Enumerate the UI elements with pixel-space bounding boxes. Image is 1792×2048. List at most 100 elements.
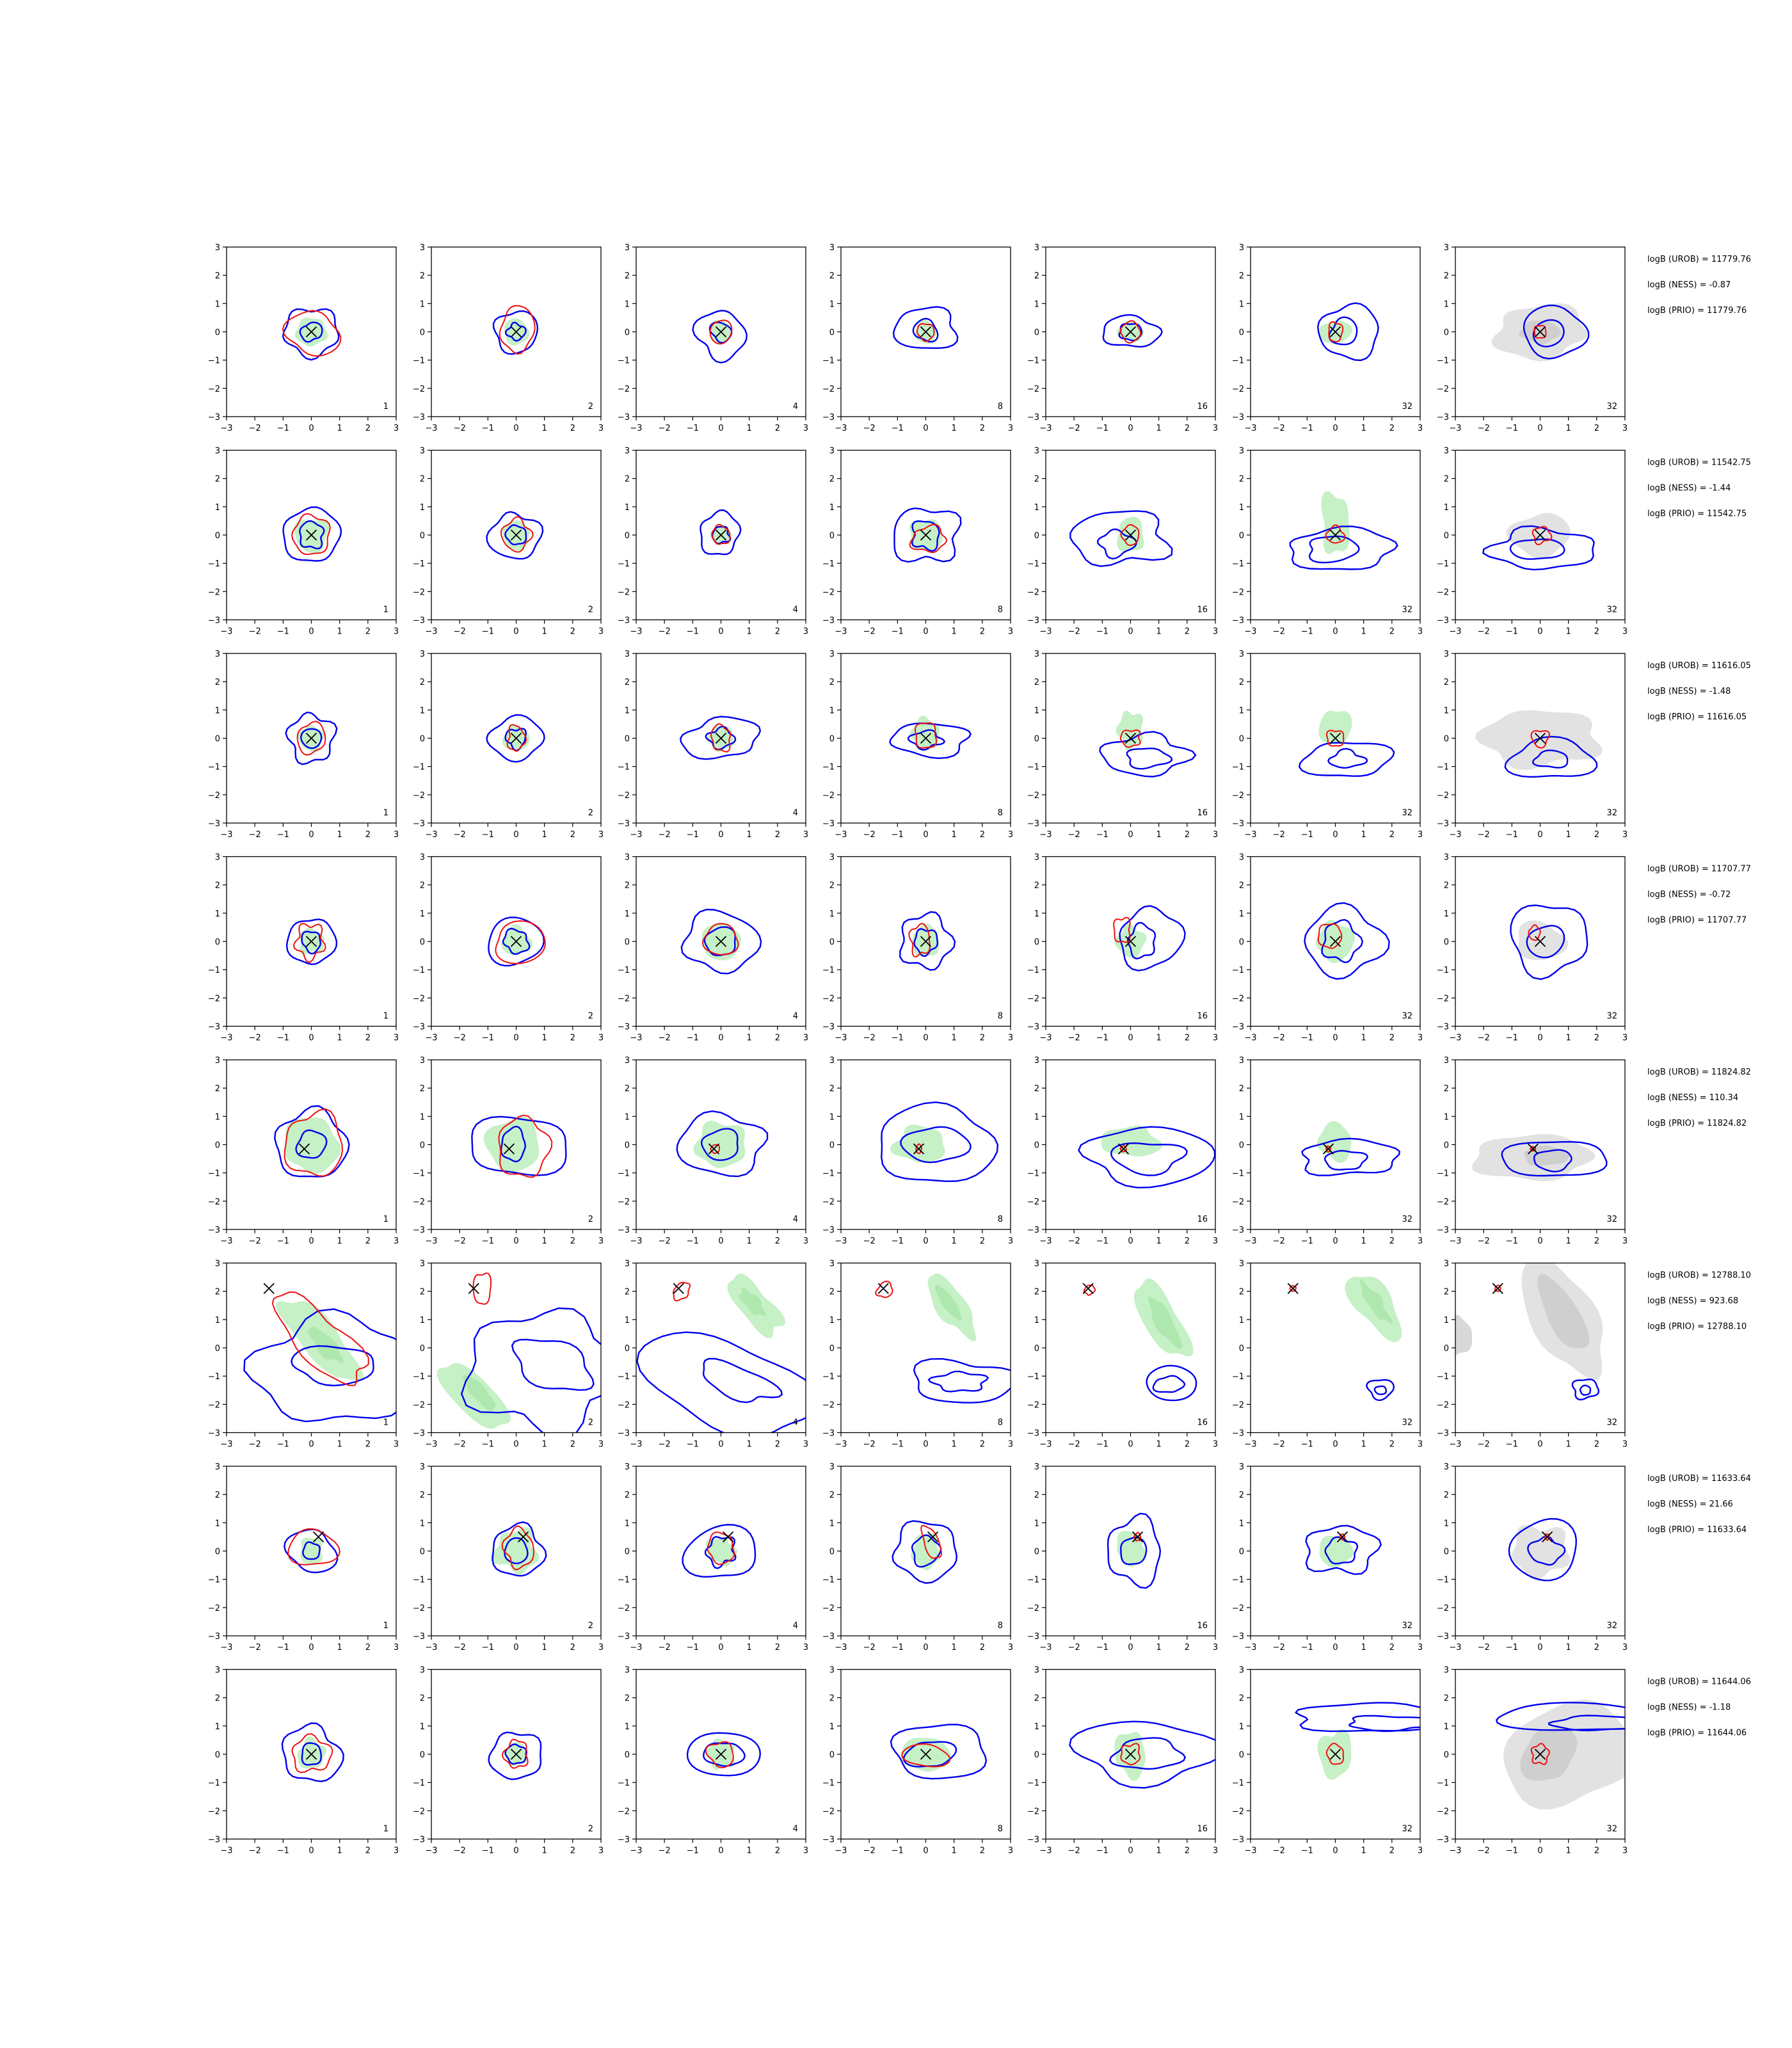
blue-contour — [300, 728, 323, 749]
y-tick-label: −1 — [208, 1169, 220, 1179]
y-tick-label: −1 — [618, 1576, 630, 1585]
x-tick-label: 1 — [1566, 1846, 1571, 1856]
y-tick-label: 1 — [420, 1519, 425, 1528]
x-tick-label: 1 — [747, 1034, 752, 1043]
x-tick-label: 1 — [1566, 627, 1571, 637]
y-tick-label: −3 — [208, 616, 220, 626]
y-tick-label: 1 — [420, 1722, 425, 1732]
blue-contour — [907, 729, 946, 751]
x-tick-label: 2 — [980, 1846, 985, 1856]
y-tick-label: 3 — [1034, 853, 1039, 863]
subplot-corner-label: 4 — [793, 605, 798, 615]
x-tick-label: −3 — [630, 1846, 642, 1856]
subplot-panel: −3−3 −2 −2 −1 −1 0 0 1 1 2 2 3 3 32 — [1437, 1666, 1628, 1856]
x-tick-label: −3 — [220, 1236, 232, 1246]
y-tick-label: 1 — [1444, 1722, 1449, 1732]
axes-frame — [1250, 1262, 1421, 1434]
logb-stat-label: logB (UROB) = 11779.76 — [1647, 255, 1751, 264]
y-tick-label: −3 — [618, 819, 630, 829]
y-tick-label: 3 — [1239, 853, 1244, 863]
y-tick-label: 0 — [1444, 1141, 1449, 1151]
y-tick-label: 1 — [625, 1112, 630, 1122]
blue-contour — [1119, 905, 1186, 972]
y-tick-label: 1 — [1034, 300, 1039, 309]
y-tick-label: 0 — [420, 531, 425, 541]
y-tick-label: −3 — [618, 1836, 630, 1845]
x-tick-label: 1 — [542, 424, 547, 433]
x-tick-label: −2 — [659, 424, 671, 433]
y-tick-label: −3 — [1437, 1226, 1449, 1235]
subplot-panel: −3−3 −2 −2 −1 −1 0 0 1 1 2 2 3 3 32 — [1437, 447, 1628, 637]
red-contour — [1119, 320, 1142, 344]
y-tick-label: 2 — [1239, 475, 1244, 484]
logb-stat-label: logB (NESS) = -0.87 — [1647, 280, 1731, 290]
x-tick-label: 2 — [1185, 1846, 1190, 1856]
y-tick-label: 0 — [1034, 735, 1039, 744]
x-tick-label: 0 — [513, 830, 518, 840]
y-tick-label: −2 — [1437, 1604, 1449, 1613]
logb-stat-label: logB (NESS) = 21.66 — [1647, 1500, 1733, 1509]
x-tick-label: −1 — [1506, 627, 1518, 637]
y-tick-label: 3 — [625, 1666, 630, 1676]
y-tick-label: 2 — [1034, 881, 1039, 891]
y-tick-label: −3 — [822, 1632, 835, 1642]
x-tick-label: −2 — [659, 627, 671, 637]
y-tick-label: −3 — [413, 1836, 425, 1845]
y-tick-label: 2 — [420, 271, 425, 281]
y-tick-label: −1 — [208, 559, 220, 569]
subplot-panel: −3−3 −2 −2 −1 −1 0 0 1 1 2 2 3 3 1 — [208, 1666, 399, 1856]
x-tick-label: 3 — [1213, 830, 1218, 840]
blue-contour — [1579, 1384, 1592, 1396]
x-tick-label: 1 — [1156, 1643, 1162, 1652]
red-contour — [1325, 524, 1346, 544]
subplot-panel: −3−3 −2 −2 −1 −1 0 0 1 1 2 2 3 3 4 — [618, 1666, 808, 1856]
subplot-corner-label: 32 — [1402, 1418, 1412, 1428]
x-tick-label: −1 — [687, 424, 699, 433]
y-tick-label: 3 — [215, 650, 220, 659]
blue-contour — [504, 1743, 528, 1765]
subplot-panel: −3−3 −2 −2 −1 −1 0 0 1 1 2 2 3 3 4 — [618, 447, 808, 637]
subplot-corner-label: 32 — [1606, 1012, 1617, 1021]
x-tick-label: −2 — [1478, 424, 1490, 433]
x-tick-label: 1 — [337, 830, 342, 840]
red-contour — [500, 516, 534, 553]
subplot-corner-label: 8 — [998, 1215, 1003, 1224]
subplot-corner-label: 16 — [1197, 808, 1208, 818]
truth-marker — [913, 1143, 925, 1155]
y-tick-label: −3 — [413, 413, 425, 422]
x-tick-label: 3 — [803, 1846, 808, 1856]
subplot-corner-label: 32 — [1402, 1825, 1412, 1834]
x-tick-label: 2 — [1185, 627, 1190, 637]
y-tick-label: −1 — [1437, 763, 1449, 772]
x-tick-label: −3 — [1244, 830, 1256, 840]
y-tick-label: 1 — [1034, 706, 1039, 716]
x-tick-label: 0 — [1128, 830, 1133, 840]
y-tick-label: 0 — [1239, 1750, 1244, 1760]
truth-marker — [1336, 1531, 1348, 1543]
y-tick-label: 1 — [215, 909, 220, 919]
y-tick-label: −1 — [618, 1169, 630, 1179]
x-tick-label: 2 — [365, 1846, 371, 1856]
x-tick-label: −2 — [1273, 1846, 1285, 1856]
x-tick-label: 2 — [980, 830, 985, 840]
red-contour — [499, 305, 536, 355]
y-tick-label: 0 — [215, 1548, 220, 1557]
x-tick-label: 0 — [923, 424, 928, 433]
x-tick-label: 1 — [747, 1440, 752, 1450]
subplot-panel: −3−3 −2 −2 −1 −1 0 0 1 1 2 2 3 3 16 — [1027, 1462, 1218, 1652]
x-tick-label: −3 — [630, 830, 642, 840]
x-tick-label: 2 — [570, 627, 575, 637]
subplot-corner-label: 16 — [1197, 1825, 1208, 1834]
subplot-panel: −3−3 −2 −2 −1 −1 0 0 1 1 2 2 3 3 32 — [1232, 1462, 1423, 1652]
y-tick-label: 2 — [625, 1694, 630, 1704]
y-tick-label: 1 — [1034, 1722, 1039, 1732]
y-tick-label: −1 — [413, 559, 425, 569]
logb-stat-label: logB (PRIO) = 11707.77 — [1647, 916, 1747, 925]
subplot-panel: −3−3 −2 −2 −1 −1 0 0 1 1 2 2 3 3 2 — [413, 650, 604, 840]
x-tick-label: 2 — [980, 424, 985, 433]
y-tick-label: 2 — [625, 678, 630, 687]
y-tick-label: 1 — [215, 1722, 220, 1732]
truth-marker — [1329, 529, 1341, 541]
x-tick-label: 0 — [513, 627, 518, 637]
y-tick-label: −2 — [1027, 1807, 1039, 1816]
